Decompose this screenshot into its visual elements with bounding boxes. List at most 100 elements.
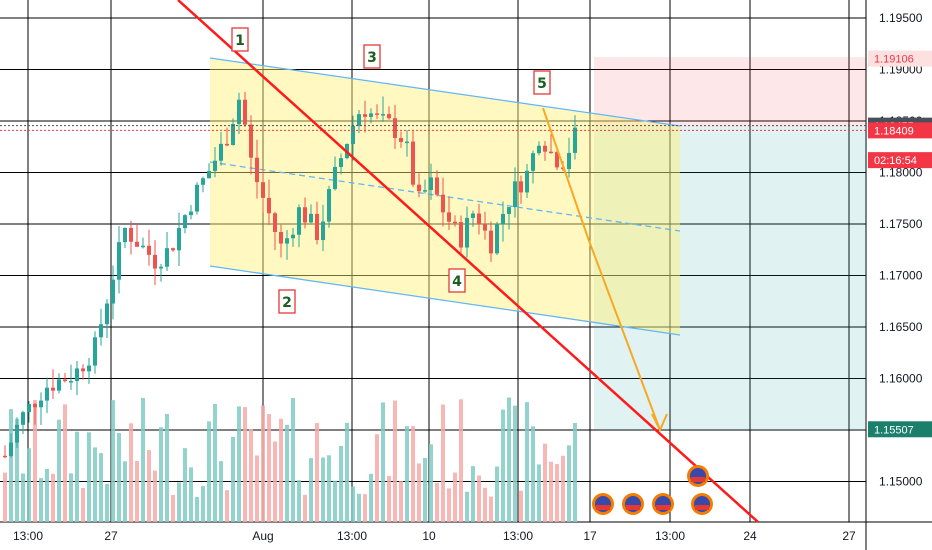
- candle-body: [279, 232, 283, 244]
- volume-bar: [75, 431, 79, 522]
- candle-body: [555, 152, 559, 168]
- candle-body: [435, 177, 439, 195]
- candle-body: [309, 213, 313, 223]
- x-tick-label: 27: [104, 529, 118, 543]
- volume-bar: [9, 409, 13, 522]
- price-axis[interactable]: 1.195001.190001.185001.180001.175001.170…: [879, 11, 923, 489]
- volume-bar: [141, 397, 145, 522]
- candle-body: [297, 207, 301, 235]
- volume-bar: [339, 446, 343, 522]
- candle-body: [87, 365, 91, 372]
- volume-bar: [393, 400, 397, 522]
- volume-bar: [405, 426, 409, 522]
- candle-body: [315, 213, 319, 241]
- volume-bar: [351, 486, 355, 522]
- candle-body: [207, 170, 211, 179]
- candle-body: [489, 230, 493, 254]
- volume-bar: [417, 463, 421, 522]
- candle-body: [51, 387, 55, 391]
- price-tag: [868, 122, 932, 139]
- volume-bar: [507, 397, 511, 522]
- volume-bar: [489, 496, 493, 522]
- candle-body: [381, 114, 385, 116]
- x-tick-label: 24: [743, 529, 757, 543]
- wave-label-box: [278, 289, 296, 314]
- volume-bar: [213, 403, 217, 522]
- volume-bar: [243, 407, 247, 522]
- volume-bar: [45, 468, 49, 522]
- economic-events: [592, 465, 713, 515]
- volume-bar: [225, 490, 229, 522]
- candle-body: [225, 143, 229, 146]
- candle-body: [495, 223, 499, 254]
- candle-body: [27, 403, 31, 413]
- candle-body: [549, 151, 553, 154]
- stop-loss-zone: [594, 57, 866, 127]
- x-tick-label: 13:00: [13, 529, 43, 543]
- volume-bar: [327, 455, 331, 522]
- channel-lower-line: [209, 265, 681, 336]
- candle-body: [273, 213, 277, 233]
- volume-bar: [315, 423, 319, 522]
- candle-body: [195, 184, 199, 212]
- trend-line: [177, 0, 759, 523]
- volume-bar: [321, 457, 325, 522]
- y-tick-label: 1.15000: [879, 475, 923, 489]
- volume-bar: [57, 419, 61, 522]
- volume-bar: [435, 482, 439, 522]
- candle-body: [471, 213, 475, 218]
- volume-bar: [87, 432, 91, 522]
- price-tag-label: 1.15507: [874, 424, 914, 436]
- volume-bar: [273, 441, 277, 522]
- x-tick-label: 27: [842, 529, 856, 543]
- candle-body: [141, 245, 145, 248]
- candle-body: [537, 145, 541, 154]
- volume-bar: [171, 494, 175, 522]
- candle-body: [357, 114, 361, 126]
- flag-icon: [656, 505, 670, 510]
- candle-body: [291, 234, 295, 239]
- volume-bar: [525, 402, 529, 522]
- candle-body: [507, 207, 511, 214]
- volume-bar: [483, 487, 487, 522]
- candle-body: [63, 379, 67, 382]
- price-tag-label: 1.18409: [874, 125, 914, 137]
- x-tick-label: 13:00: [655, 529, 685, 543]
- candle-body: [339, 158, 343, 168]
- candle-body: [327, 189, 331, 222]
- price-tag: [868, 421, 932, 438]
- candle-body: [393, 118, 397, 139]
- candle-body: [447, 212, 451, 222]
- volume-bar: [291, 397, 295, 522]
- volume-bar: [549, 461, 553, 522]
- candle-body: [459, 222, 463, 248]
- volume-bar: [189, 467, 193, 522]
- price-tag-label: 1.19106: [874, 54, 914, 66]
- wave-label: 5: [537, 76, 547, 92]
- volume-bar: [15, 418, 19, 522]
- candle-body: [429, 177, 433, 191]
- volume-bar: [573, 423, 577, 522]
- volume-bar: [471, 466, 475, 522]
- volume-bar: [333, 480, 337, 522]
- volume-bar: [303, 494, 307, 522]
- volume-bar: [249, 429, 253, 522]
- wave-label: 3: [367, 50, 377, 66]
- x-tick-label: 13:00: [337, 529, 367, 543]
- take-profit-zone: [594, 127, 866, 430]
- candle-body: [33, 403, 37, 408]
- volume-bar: [219, 461, 223, 522]
- flag-icon: [695, 505, 709, 510]
- price-tag: [868, 152, 932, 169]
- y-tick-label: 1.17000: [879, 269, 923, 283]
- candle-body: [171, 248, 175, 251]
- time-axis[interactable]: 13:00 27 Aug 13:00 10 13:00 17 13:00 24 27: [13, 529, 856, 543]
- volume-bar: [495, 466, 499, 522]
- candle-body: [375, 113, 379, 115]
- candle-body: [567, 152, 571, 170]
- y-tick-label: 1.18000: [879, 166, 923, 180]
- volume-bar: [39, 478, 43, 522]
- volume-bar: [177, 482, 181, 522]
